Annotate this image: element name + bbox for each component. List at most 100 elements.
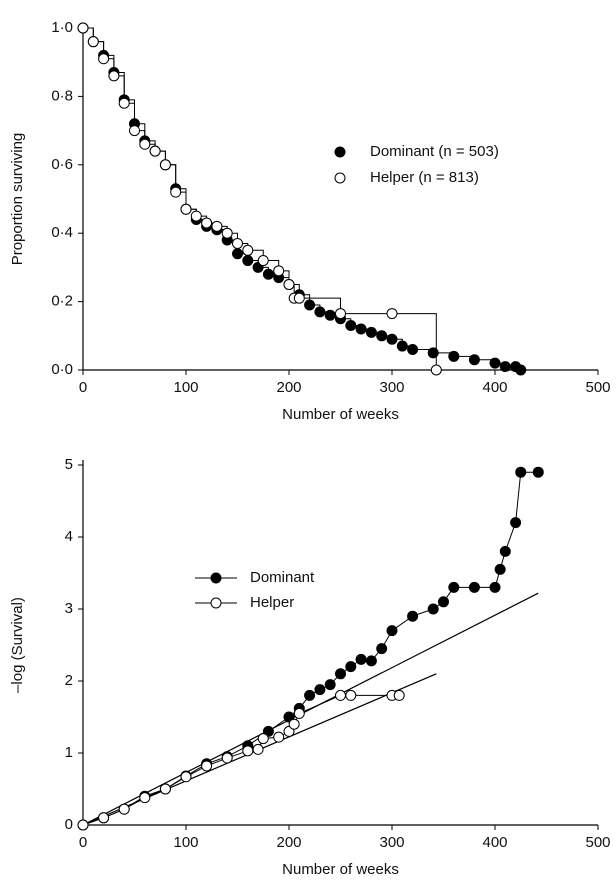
- point: [499, 545, 511, 557]
- series-line: [82, 471, 539, 826]
- y-axis-label: –log (Survival): [9, 597, 26, 693]
- point: [324, 309, 336, 321]
- point: [293, 707, 305, 719]
- point: [180, 771, 192, 783]
- y-tick-label: 2: [65, 672, 73, 689]
- point: [468, 354, 480, 366]
- point: [170, 186, 182, 198]
- point: [376, 643, 388, 655]
- point: [365, 326, 377, 338]
- point: [242, 255, 254, 267]
- y-tick-label: 4: [65, 528, 73, 545]
- legend-label: Dominant: [250, 569, 315, 586]
- x-tick-label: 400: [482, 379, 507, 396]
- legend-marker: [210, 572, 222, 584]
- point: [108, 70, 120, 82]
- point: [489, 581, 501, 593]
- x-axis-label: Number of weeks: [282, 406, 399, 423]
- series-line: [83, 27, 437, 370]
- x-tick-label: 500: [585, 379, 610, 396]
- point: [201, 217, 213, 229]
- point: [355, 323, 367, 335]
- point: [407, 610, 419, 622]
- legend-marker: [334, 146, 346, 158]
- point: [221, 227, 233, 239]
- y-tick-label: 3: [65, 600, 73, 617]
- x-tick-label: 400: [482, 834, 507, 851]
- y-tick-label: 1·0: [51, 19, 73, 36]
- point: [386, 625, 398, 637]
- x-tick-label: 100: [173, 379, 198, 396]
- point: [232, 248, 243, 260]
- legend-marker: [334, 172, 346, 184]
- legend-label: Helper: [250, 594, 294, 611]
- point: [386, 308, 398, 320]
- point: [314, 306, 326, 318]
- x-tick-label: 300: [379, 834, 404, 851]
- point: [355, 653, 367, 665]
- legend-label: Dominant (n = 503): [370, 143, 499, 160]
- point: [180, 203, 192, 215]
- point: [242, 745, 254, 757]
- point: [468, 581, 480, 593]
- point: [335, 689, 346, 701]
- point: [129, 125, 140, 137]
- y-tick-label: 0·6: [51, 156, 73, 173]
- point: [283, 279, 295, 290]
- y-tick-label: 0·2: [51, 293, 73, 310]
- point: [304, 299, 316, 311]
- point: [257, 255, 269, 267]
- point: [252, 743, 264, 755]
- point: [149, 145, 161, 157]
- point: [139, 792, 151, 804]
- x-tick-label: 200: [276, 834, 301, 851]
- point: [159, 159, 171, 171]
- point: [77, 22, 89, 34]
- point: [159, 783, 171, 795]
- point: [293, 292, 305, 304]
- point: [365, 655, 377, 667]
- point: [427, 347, 439, 359]
- x-tick-label: 0: [79, 834, 87, 851]
- point: [532, 466, 544, 478]
- point: [221, 752, 233, 764]
- point: [98, 812, 110, 824]
- point: [139, 138, 151, 150]
- point: [118, 803, 130, 815]
- y-axis-label: Proportion surviving: [9, 133, 26, 266]
- point: [510, 517, 522, 529]
- y-tick-label: 0: [65, 816, 73, 833]
- legend-label: Helper (n = 813): [370, 169, 479, 186]
- point: [427, 603, 439, 615]
- y-tick-label: 1: [65, 744, 73, 761]
- point: [345, 689, 357, 701]
- point: [324, 679, 336, 691]
- point: [232, 237, 243, 249]
- point: [430, 364, 442, 376]
- x-axis-label: Number of weeks: [282, 861, 399, 878]
- x-tick-label: 100: [173, 834, 198, 851]
- point: [345, 320, 357, 332]
- point: [201, 760, 213, 772]
- x-tick-label: 0: [79, 379, 87, 396]
- series-line: [83, 27, 522, 370]
- y-tick-label: 0·4: [51, 224, 73, 241]
- point: [98, 53, 110, 65]
- fit-line: [82, 592, 539, 826]
- point: [262, 268, 274, 280]
- point: [515, 364, 527, 376]
- point: [376, 330, 388, 342]
- point: [448, 350, 460, 362]
- y-tick-label: 0·8: [51, 87, 73, 104]
- point: [386, 333, 398, 345]
- point: [118, 97, 130, 109]
- point: [393, 689, 405, 701]
- point: [515, 466, 527, 478]
- series-line: [82, 694, 400, 826]
- point: [242, 244, 254, 256]
- point: [448, 581, 460, 593]
- x-tick-label: 200: [276, 379, 301, 396]
- point: [489, 357, 501, 369]
- point: [190, 210, 202, 222]
